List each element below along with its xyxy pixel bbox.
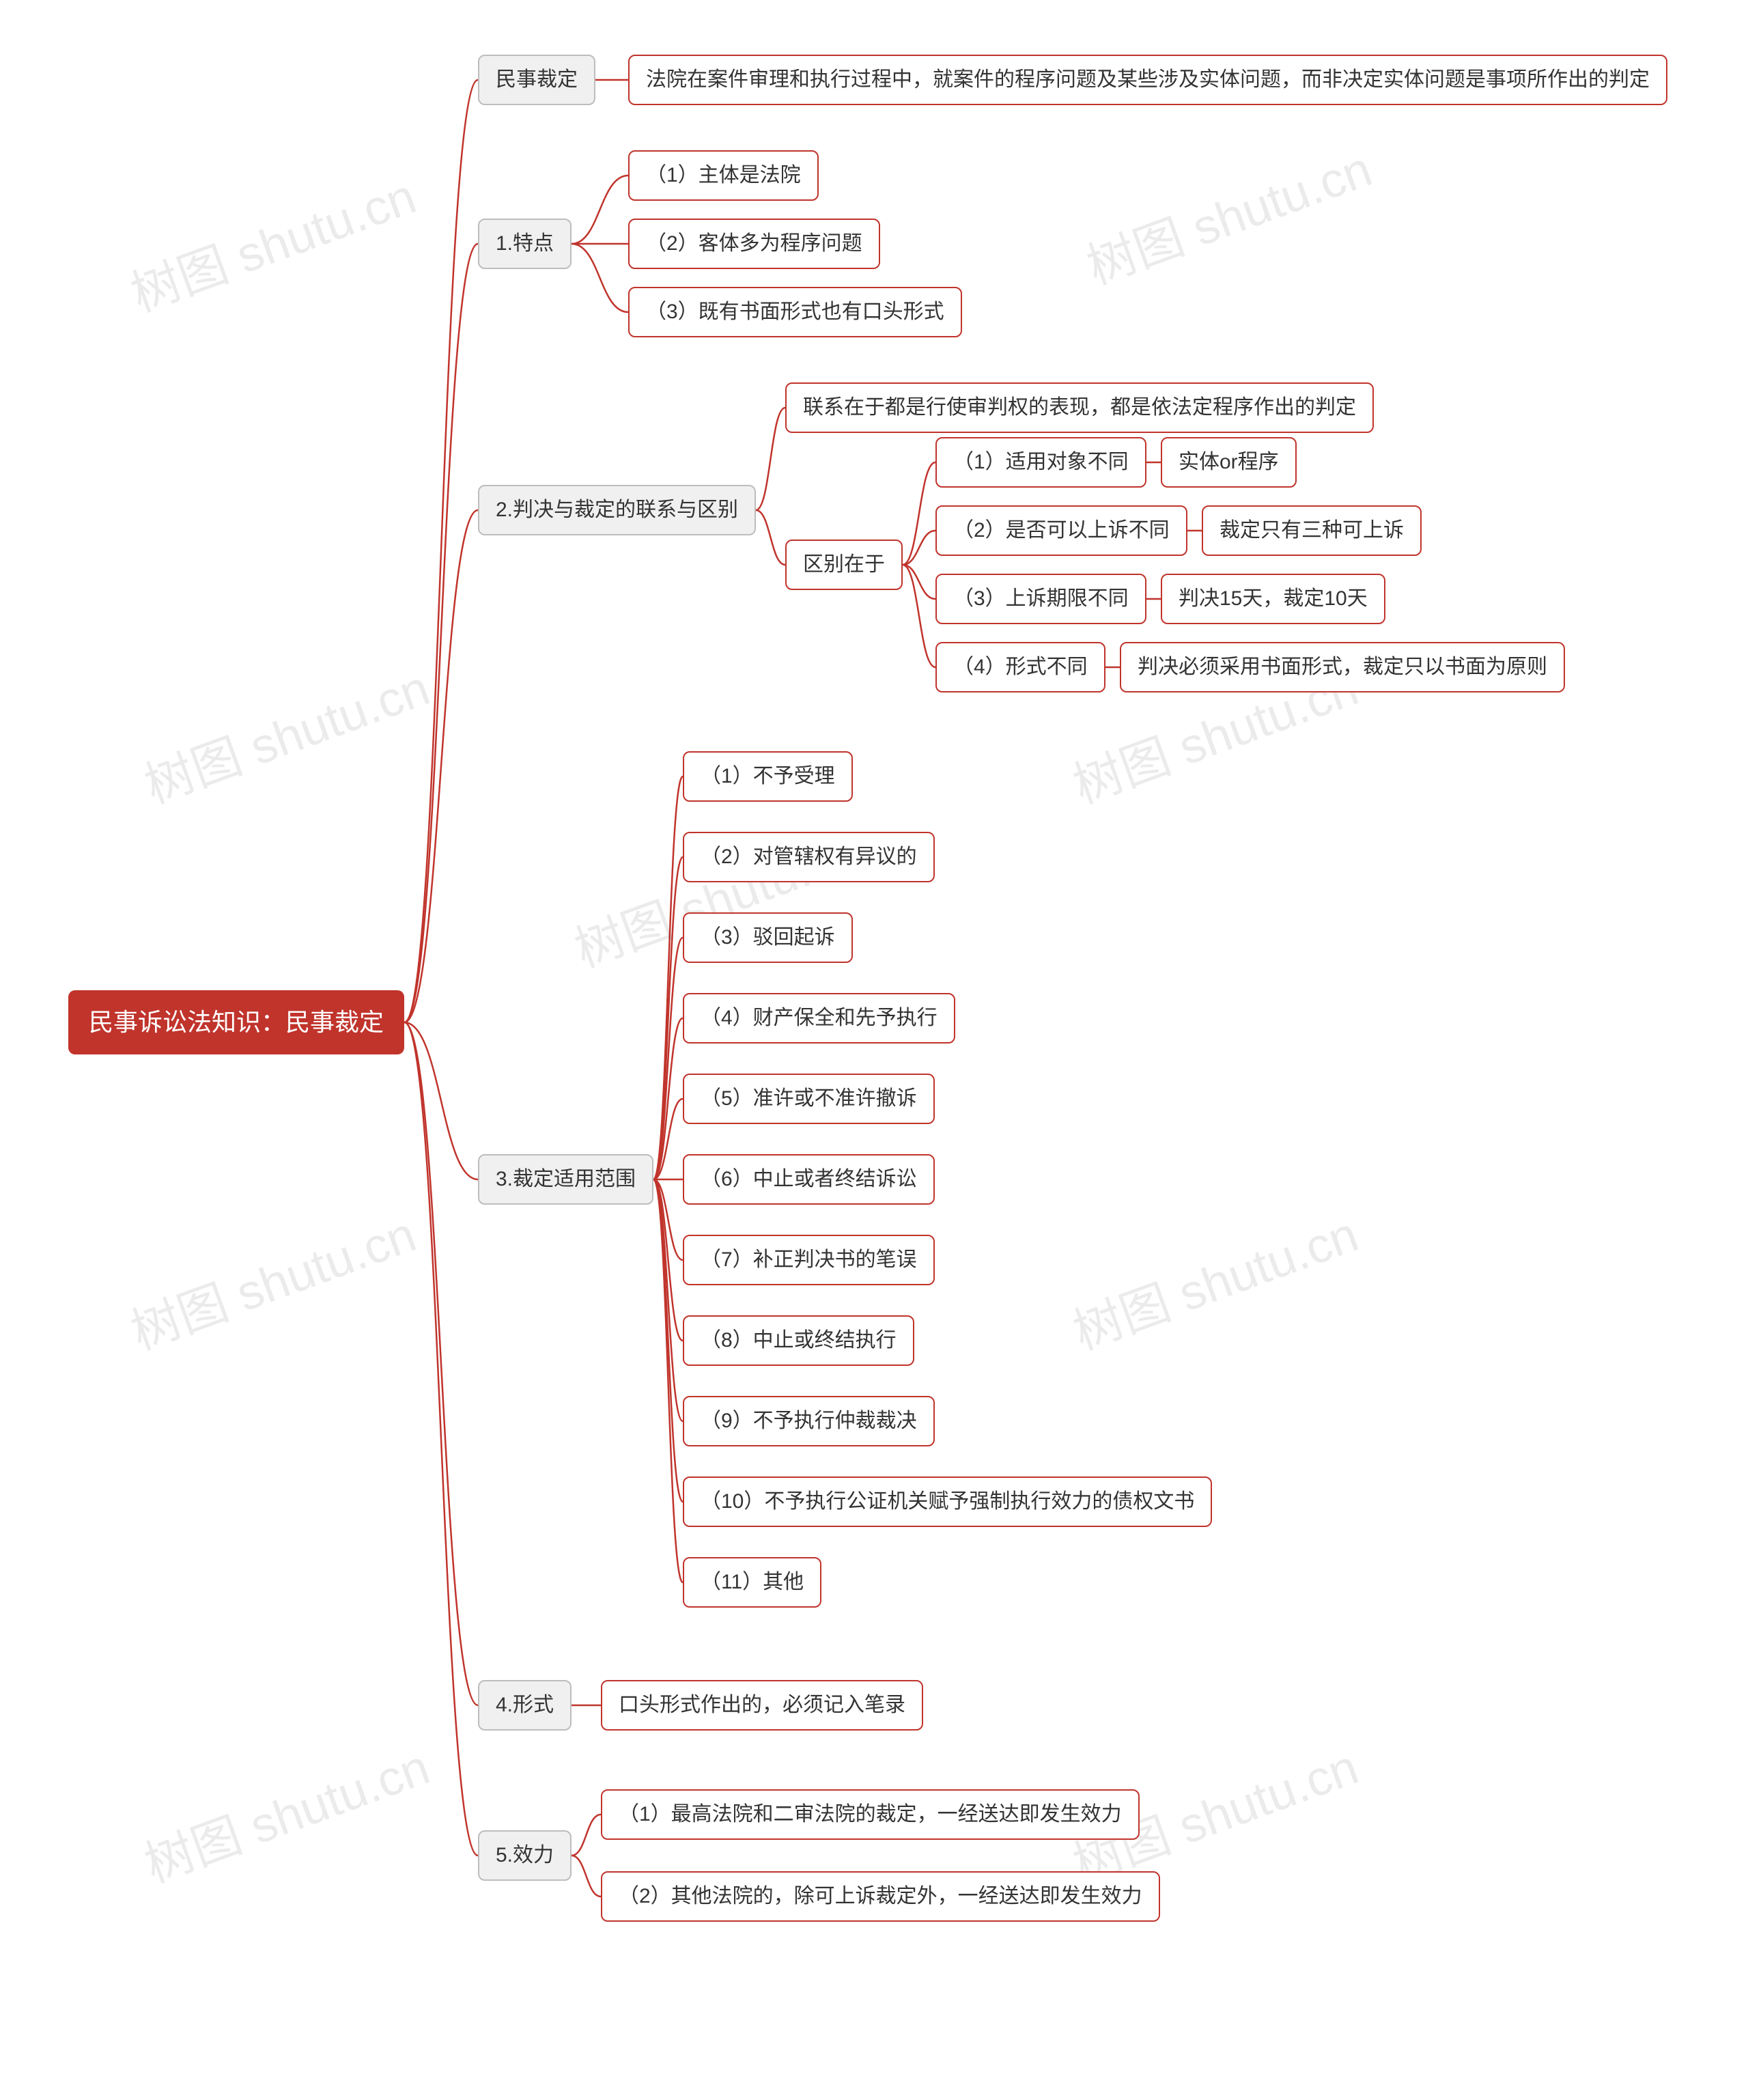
node-b5[interactable]: 5.效力 — [478, 1830, 572, 1881]
node-b5_1[interactable]: （1）最高法院和二审法院的裁定，一经送达即发生效力 — [601, 1789, 1140, 1840]
connector — [653, 938, 683, 1179]
connector — [653, 776, 683, 1179]
node-b3_2[interactable]: （2）对管辖权有异议的 — [683, 832, 935, 882]
connector — [756, 510, 785, 565]
connector — [404, 1022, 478, 1705]
connector — [653, 1179, 683, 1582]
watermark: 树图 shutu.cn — [133, 648, 438, 817]
node-root[interactable]: 民事诉讼法知识：民事裁定 — [68, 990, 404, 1054]
connector — [756, 408, 785, 510]
connector — [653, 1179, 683, 1502]
node-b2_2_3a[interactable]: 判决15天，裁定10天 — [1161, 574, 1385, 624]
node-b1_2[interactable]: （2）客体多为程序问题 — [628, 219, 880, 269]
connector — [404, 1022, 478, 1179]
node-b2_2[interactable]: 区别在于 — [785, 540, 903, 590]
watermark: 树图 shutu.cn — [1062, 1194, 1366, 1364]
connector — [903, 565, 935, 667]
node-b3_11[interactable]: （11）其他 — [683, 1557, 821, 1608]
mindmap-canvas: 树图 shutu.cn 树图 shutu.cn 树图 shutu.cn 树图 shut… — [0, 0, 1748, 2100]
connector — [653, 1179, 683, 1341]
connector — [653, 1099, 683, 1179]
node-b3_8[interactable]: （8）中止或终结执行 — [683, 1315, 914, 1366]
connector — [903, 531, 935, 565]
node-b2_2_3[interactable]: （3）上诉期限不同 — [935, 574, 1146, 624]
node-b0_1[interactable]: 法院在案件审理和执行过程中，就案件的程序问题及某些涉及实体问题，而非决定实体问题… — [628, 55, 1667, 105]
node-b2[interactable]: 2.判决与裁定的联系与区别 — [478, 485, 756, 535]
node-b2_2_1[interactable]: （1）适用对象不同 — [935, 437, 1146, 488]
node-b2_2_4[interactable]: （4）形式不同 — [935, 642, 1105, 692]
connector — [404, 80, 478, 1022]
watermark: 树图 shutu.cn — [119, 156, 424, 326]
watermark: 树图 shutu.cn — [119, 1194, 424, 1364]
connector — [572, 1856, 601, 1896]
node-b3_10[interactable]: （10）不予执行公证机关赋予强制执行效力的债权文书 — [683, 1476, 1212, 1527]
connector — [404, 244, 478, 1022]
node-b3[interactable]: 3.裁定适用范围 — [478, 1154, 653, 1205]
connector — [903, 565, 935, 599]
connector — [404, 510, 478, 1022]
connector — [653, 1018, 683, 1179]
node-b4[interactable]: 4.形式 — [478, 1680, 572, 1731]
node-b3_6[interactable]: （6）中止或者终结诉讼 — [683, 1154, 935, 1205]
watermark: 树图 shutu.cn — [1075, 129, 1380, 298]
node-b3_7[interactable]: （7）补正判决书的笔误 — [683, 1235, 935, 1285]
node-b3_3[interactable]: （3）驳回起诉 — [683, 912, 853, 963]
node-b3_1[interactable]: （1）不予受理 — [683, 751, 853, 802]
connector — [653, 1179, 683, 1260]
node-b2_2_2[interactable]: （2）是否可以上诉不同 — [935, 505, 1187, 556]
connector — [572, 1815, 601, 1856]
node-b5_2[interactable]: （2）其他法院的，除可上诉裁定外，一经送达即发生效力 — [601, 1871, 1160, 1922]
connector — [404, 1022, 478, 1856]
node-b3_5[interactable]: （5）准许或不准许撤诉 — [683, 1074, 935, 1124]
watermark: 树图 shutu.cn — [133, 1727, 438, 1896]
node-b3_4[interactable]: （4）财产保全和先予执行 — [683, 993, 955, 1044]
connector — [572, 176, 628, 244]
node-b2_2_1a[interactable]: 实体or程序 — [1161, 437, 1297, 488]
node-b2_2_4a[interactable]: 判决必须采用书面形式，裁定只以书面为原则 — [1120, 642, 1565, 692]
connector — [653, 857, 683, 1179]
node-b1_1[interactable]: （1）主体是法院 — [628, 150, 819, 201]
node-b2_1[interactable]: 联系在于都是行使审判权的表现，都是依法定程序作出的判定 — [785, 382, 1374, 433]
connector — [903, 462, 935, 565]
node-b1[interactable]: 1.特点 — [478, 219, 572, 269]
connector — [653, 1179, 683, 1421]
connector — [572, 244, 628, 312]
node-b2_2_2a[interactable]: 裁定只有三种可上诉 — [1202, 505, 1422, 556]
node-b1_3[interactable]: （3）既有书面形式也有口头形式 — [628, 287, 962, 337]
node-b4_1[interactable]: 口头形式作出的，必须记入笔录 — [601, 1680, 923, 1731]
node-b0[interactable]: 民事裁定 — [478, 55, 595, 105]
node-b3_9[interactable]: （9）不予执行仲裁裁决 — [683, 1396, 935, 1446]
